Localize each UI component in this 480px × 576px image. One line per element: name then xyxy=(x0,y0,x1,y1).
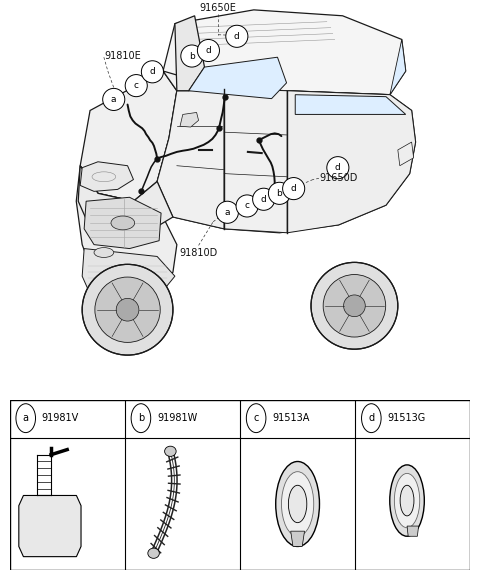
Text: d: d xyxy=(205,46,211,55)
Circle shape xyxy=(344,295,365,317)
Circle shape xyxy=(311,263,398,349)
Text: c: c xyxy=(245,202,250,210)
Circle shape xyxy=(142,60,164,83)
Polygon shape xyxy=(84,197,161,249)
Circle shape xyxy=(116,298,139,321)
Polygon shape xyxy=(175,16,204,91)
Circle shape xyxy=(82,264,173,355)
Text: c: c xyxy=(134,81,139,90)
Ellipse shape xyxy=(165,446,176,456)
Circle shape xyxy=(197,40,219,62)
Polygon shape xyxy=(180,112,199,127)
Text: 91810D: 91810D xyxy=(180,248,218,258)
Circle shape xyxy=(323,275,385,337)
Text: 91981W: 91981W xyxy=(157,413,197,423)
Text: d: d xyxy=(335,163,341,172)
Circle shape xyxy=(226,25,248,47)
Ellipse shape xyxy=(276,461,320,547)
Text: d: d xyxy=(234,32,240,41)
Polygon shape xyxy=(157,71,416,233)
Text: 91513A: 91513A xyxy=(272,413,310,423)
Polygon shape xyxy=(80,71,177,201)
Ellipse shape xyxy=(111,216,135,230)
Text: a: a xyxy=(111,95,117,104)
Text: a: a xyxy=(23,413,29,423)
Ellipse shape xyxy=(390,465,424,536)
Text: b: b xyxy=(138,413,144,423)
Polygon shape xyxy=(390,40,406,94)
Circle shape xyxy=(125,74,147,97)
Text: d: d xyxy=(150,67,156,76)
Polygon shape xyxy=(189,57,287,98)
Text: d: d xyxy=(368,413,374,423)
Circle shape xyxy=(181,45,203,67)
Polygon shape xyxy=(398,142,414,166)
Circle shape xyxy=(95,277,160,342)
Polygon shape xyxy=(163,10,406,94)
Polygon shape xyxy=(80,162,133,191)
Text: c: c xyxy=(253,413,259,423)
Circle shape xyxy=(361,404,381,433)
Text: 91981V: 91981V xyxy=(42,413,79,423)
Circle shape xyxy=(327,157,349,179)
Ellipse shape xyxy=(395,473,420,528)
Circle shape xyxy=(246,404,266,433)
Text: 91513G: 91513G xyxy=(387,413,426,423)
Ellipse shape xyxy=(148,548,159,558)
Circle shape xyxy=(283,177,305,200)
Polygon shape xyxy=(291,531,304,547)
Text: d: d xyxy=(261,195,266,204)
Polygon shape xyxy=(407,526,419,536)
Circle shape xyxy=(131,404,151,433)
Circle shape xyxy=(103,88,125,111)
Polygon shape xyxy=(78,166,173,241)
Ellipse shape xyxy=(400,485,414,516)
Polygon shape xyxy=(19,495,81,556)
Circle shape xyxy=(252,188,275,210)
Text: 91650E: 91650E xyxy=(200,3,237,13)
Circle shape xyxy=(268,182,290,204)
Text: 91810E: 91810E xyxy=(104,51,141,61)
Polygon shape xyxy=(76,166,177,288)
Text: d: d xyxy=(291,184,297,193)
Polygon shape xyxy=(224,89,288,233)
Circle shape xyxy=(16,404,36,433)
Text: b: b xyxy=(189,51,195,60)
Polygon shape xyxy=(295,94,406,115)
Ellipse shape xyxy=(288,485,307,522)
Ellipse shape xyxy=(94,248,114,257)
Circle shape xyxy=(216,201,239,223)
Text: 91650D: 91650D xyxy=(319,173,357,183)
Polygon shape xyxy=(82,249,175,302)
Ellipse shape xyxy=(281,472,314,536)
Polygon shape xyxy=(157,89,224,229)
Circle shape xyxy=(236,195,258,217)
Polygon shape xyxy=(288,91,416,233)
Text: b: b xyxy=(276,189,282,198)
Text: a: a xyxy=(225,208,230,217)
